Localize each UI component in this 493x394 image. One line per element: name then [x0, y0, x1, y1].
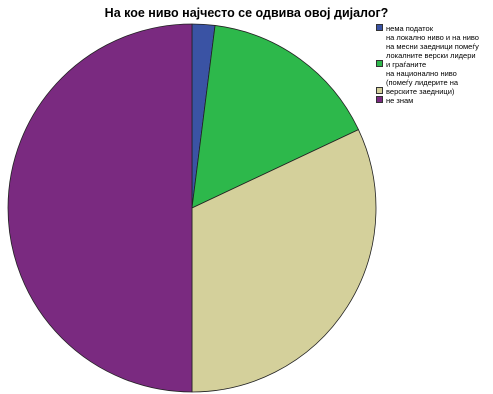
legend-item: не знам [375, 96, 493, 105]
legend-item: нема податок [375, 24, 493, 33]
legend-swatch [376, 87, 383, 94]
legend-label: на локално ниво и на ниво на месни заедн… [386, 33, 479, 69]
legend-swatch [376, 96, 383, 103]
legend-label: на национално ниво (помеѓу лидерите на в… [386, 69, 459, 96]
legend-label: не знам [386, 96, 414, 105]
legend-item: на локално ниво и на ниво на месни заедн… [375, 33, 493, 69]
pie-slice [7, 23, 193, 393]
chart-title: На кое ниво најчесто се одвива овој дија… [104, 6, 389, 20]
pie-slice [191, 25, 359, 209]
chart-legend: нема податок на локално ниво и на ниво н… [375, 24, 493, 105]
legend-item: на национално ниво (помеѓу лидерите на в… [375, 69, 493, 96]
pie-slice [191, 129, 377, 393]
legend-swatch [376, 60, 383, 67]
legend-swatch [376, 24, 383, 31]
legend-label: нема податок [386, 24, 433, 33]
